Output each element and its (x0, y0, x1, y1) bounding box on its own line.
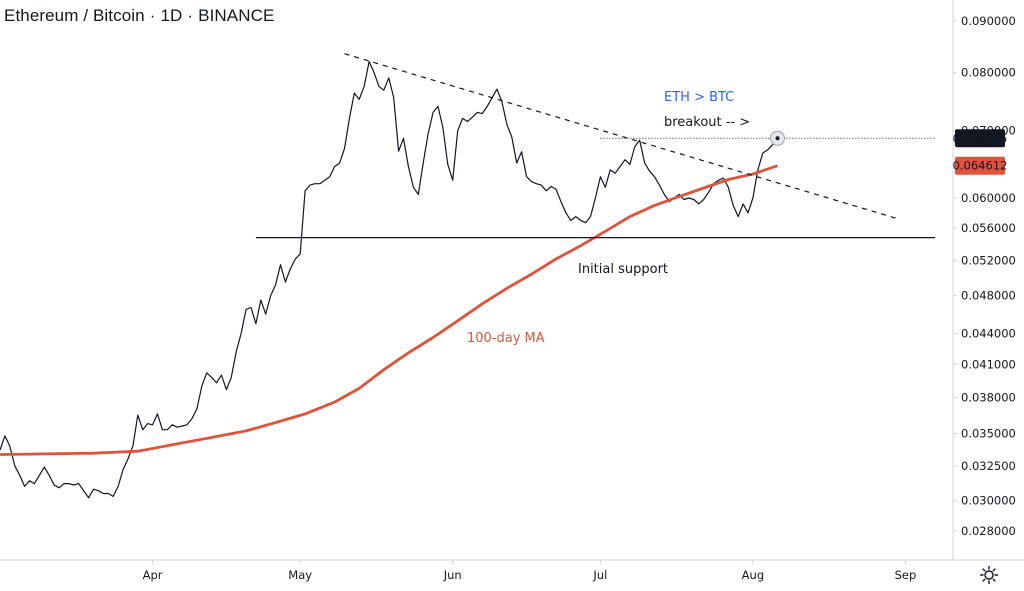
last-price-tag (955, 129, 1005, 148)
ma-annotation: 100-day MA (467, 331, 545, 346)
ma-series-line (0, 164, 778, 456)
ma-price-tag (955, 156, 1005, 175)
title-separator: · (187, 6, 194, 25)
y-tick-label: 0.035000 (961, 426, 1016, 440)
x-tick-label: Jun (443, 568, 462, 582)
x-tick-label: Apr (143, 568, 163, 582)
plot-area[interactable] (0, 53, 935, 499)
y-tick-label: 0.032500 (961, 459, 1016, 473)
chart-title: Ethereum / Bitcoin · 1D · BINANCE (4, 6, 274, 26)
y-tick-label: 0.060000 (961, 191, 1016, 205)
breakout-annotation: breakout -- > (664, 115, 750, 130)
y-tick-label: 0.080000 (961, 65, 1016, 79)
symbol-name: Ethereum / Bitcoin (4, 6, 145, 25)
last-price-value: 0.068795 (953, 131, 1008, 145)
y-tick-label: 0.056000 (961, 221, 1016, 235)
exchange-label: BINANCE (198, 6, 275, 25)
y-tick-label: 0.052000 (961, 254, 1016, 268)
y-tick-label: 0.090000 (961, 14, 1016, 28)
title-separator: · (149, 6, 156, 25)
initial-support-annotation: Initial support (578, 262, 668, 277)
last-price-dot (775, 136, 780, 141)
y-tick-label: 0.038000 (961, 391, 1016, 405)
gear-icon[interactable] (978, 564, 1000, 586)
x-tick-label: May (288, 568, 312, 582)
eth-btc-annotation: ETH > BTC (664, 90, 734, 105)
price-tags: 0.068795 0.064612 (953, 129, 1008, 175)
y-tick-label: 0.028000 (961, 524, 1016, 538)
x-tick-label: Sep (895, 568, 917, 582)
x-tick-label: Jul (592, 568, 607, 582)
ma-price-value: 0.064612 (953, 159, 1008, 173)
price-series-line (0, 61, 778, 499)
y-tick-label: 0.044000 (961, 326, 1016, 340)
annotations: ETH > BTC breakout -- > Initial support … (467, 90, 750, 346)
y-tick-label: 0.048000 (961, 288, 1016, 302)
y-tick-label: 0.041000 (961, 357, 1016, 371)
x-tick-label: Aug (742, 568, 764, 582)
y-tick-label: 0.030000 (961, 494, 1016, 508)
interval-label: 1D (160, 6, 183, 25)
